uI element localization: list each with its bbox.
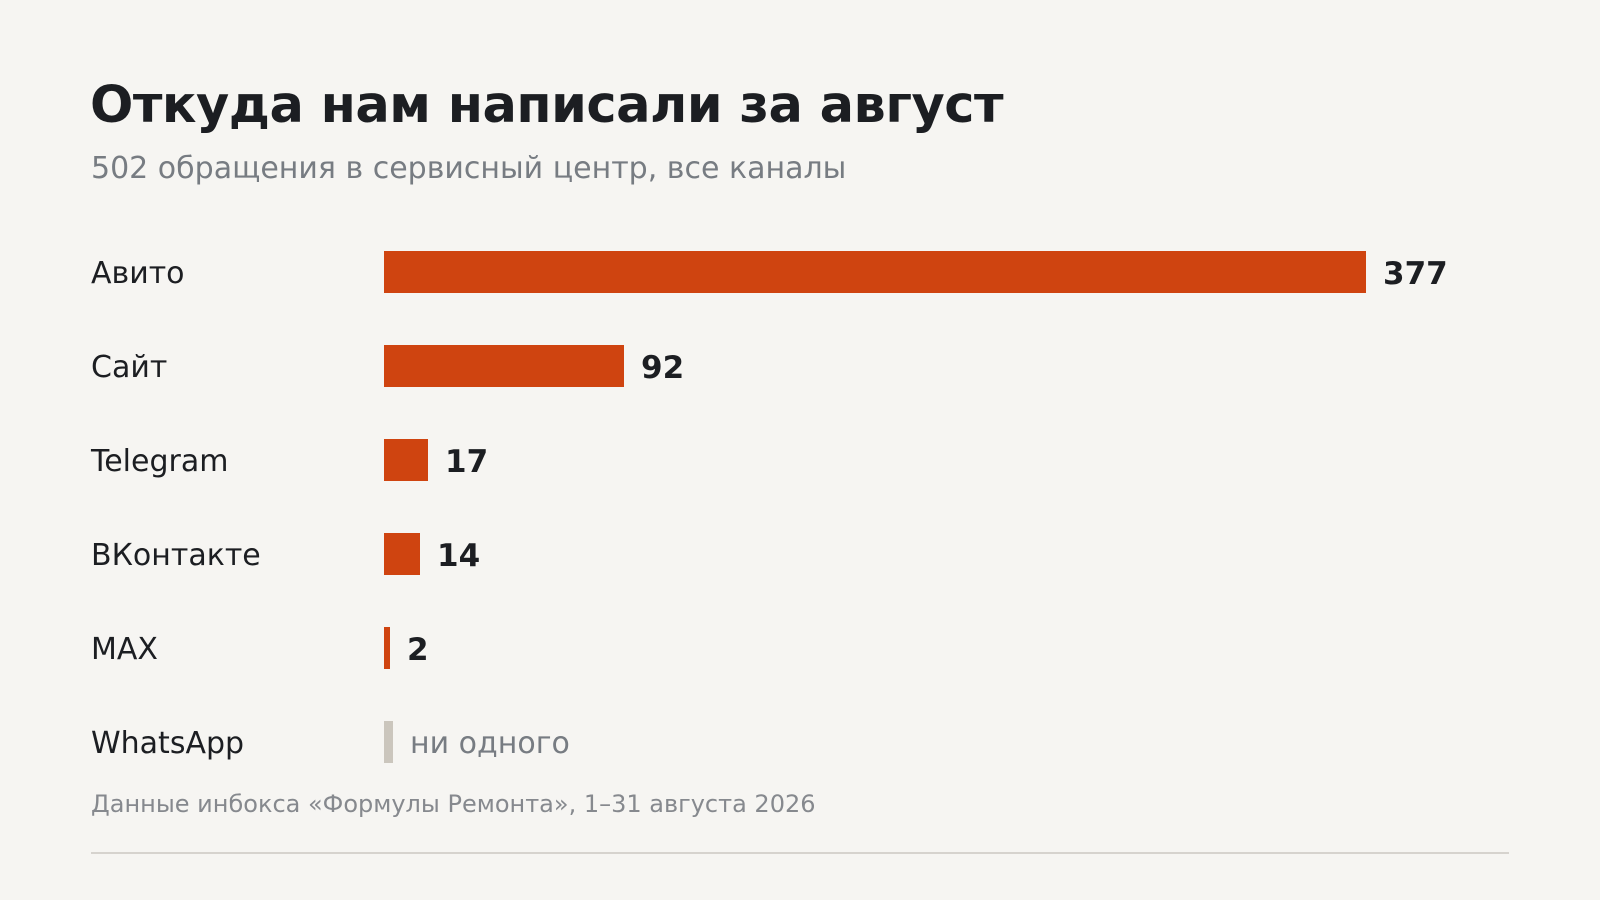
bottom-divider (91, 852, 1509, 854)
chart-title: Откуда нам написали за август (90, 76, 1004, 135)
category-label: Авито (91, 256, 185, 291)
data-label: 92 (641, 350, 685, 386)
bar (384, 533, 420, 575)
data-label: 14 (437, 538, 481, 574)
bar (384, 439, 428, 481)
data-label: 17 (445, 444, 489, 480)
data-label: 2 (407, 632, 429, 668)
bar (384, 345, 624, 387)
chart-subtitle: 502 обращения в сервисный центр, все кан… (91, 151, 847, 186)
category-label: ВКонтакте (91, 538, 261, 573)
bar (384, 627, 390, 669)
source-note: Данные инбокса «Формулы Ремонта», 1–31 а… (91, 790, 816, 818)
category-label: Сайт (91, 350, 168, 385)
data-label: 377 (1383, 256, 1448, 292)
category-label: WhatsApp (91, 726, 245, 761)
data-label: ни одного (410, 726, 570, 761)
bar (384, 251, 1366, 293)
category-label: MAX (91, 632, 158, 667)
category-label: Telegram (91, 444, 229, 479)
bar (384, 721, 393, 763)
